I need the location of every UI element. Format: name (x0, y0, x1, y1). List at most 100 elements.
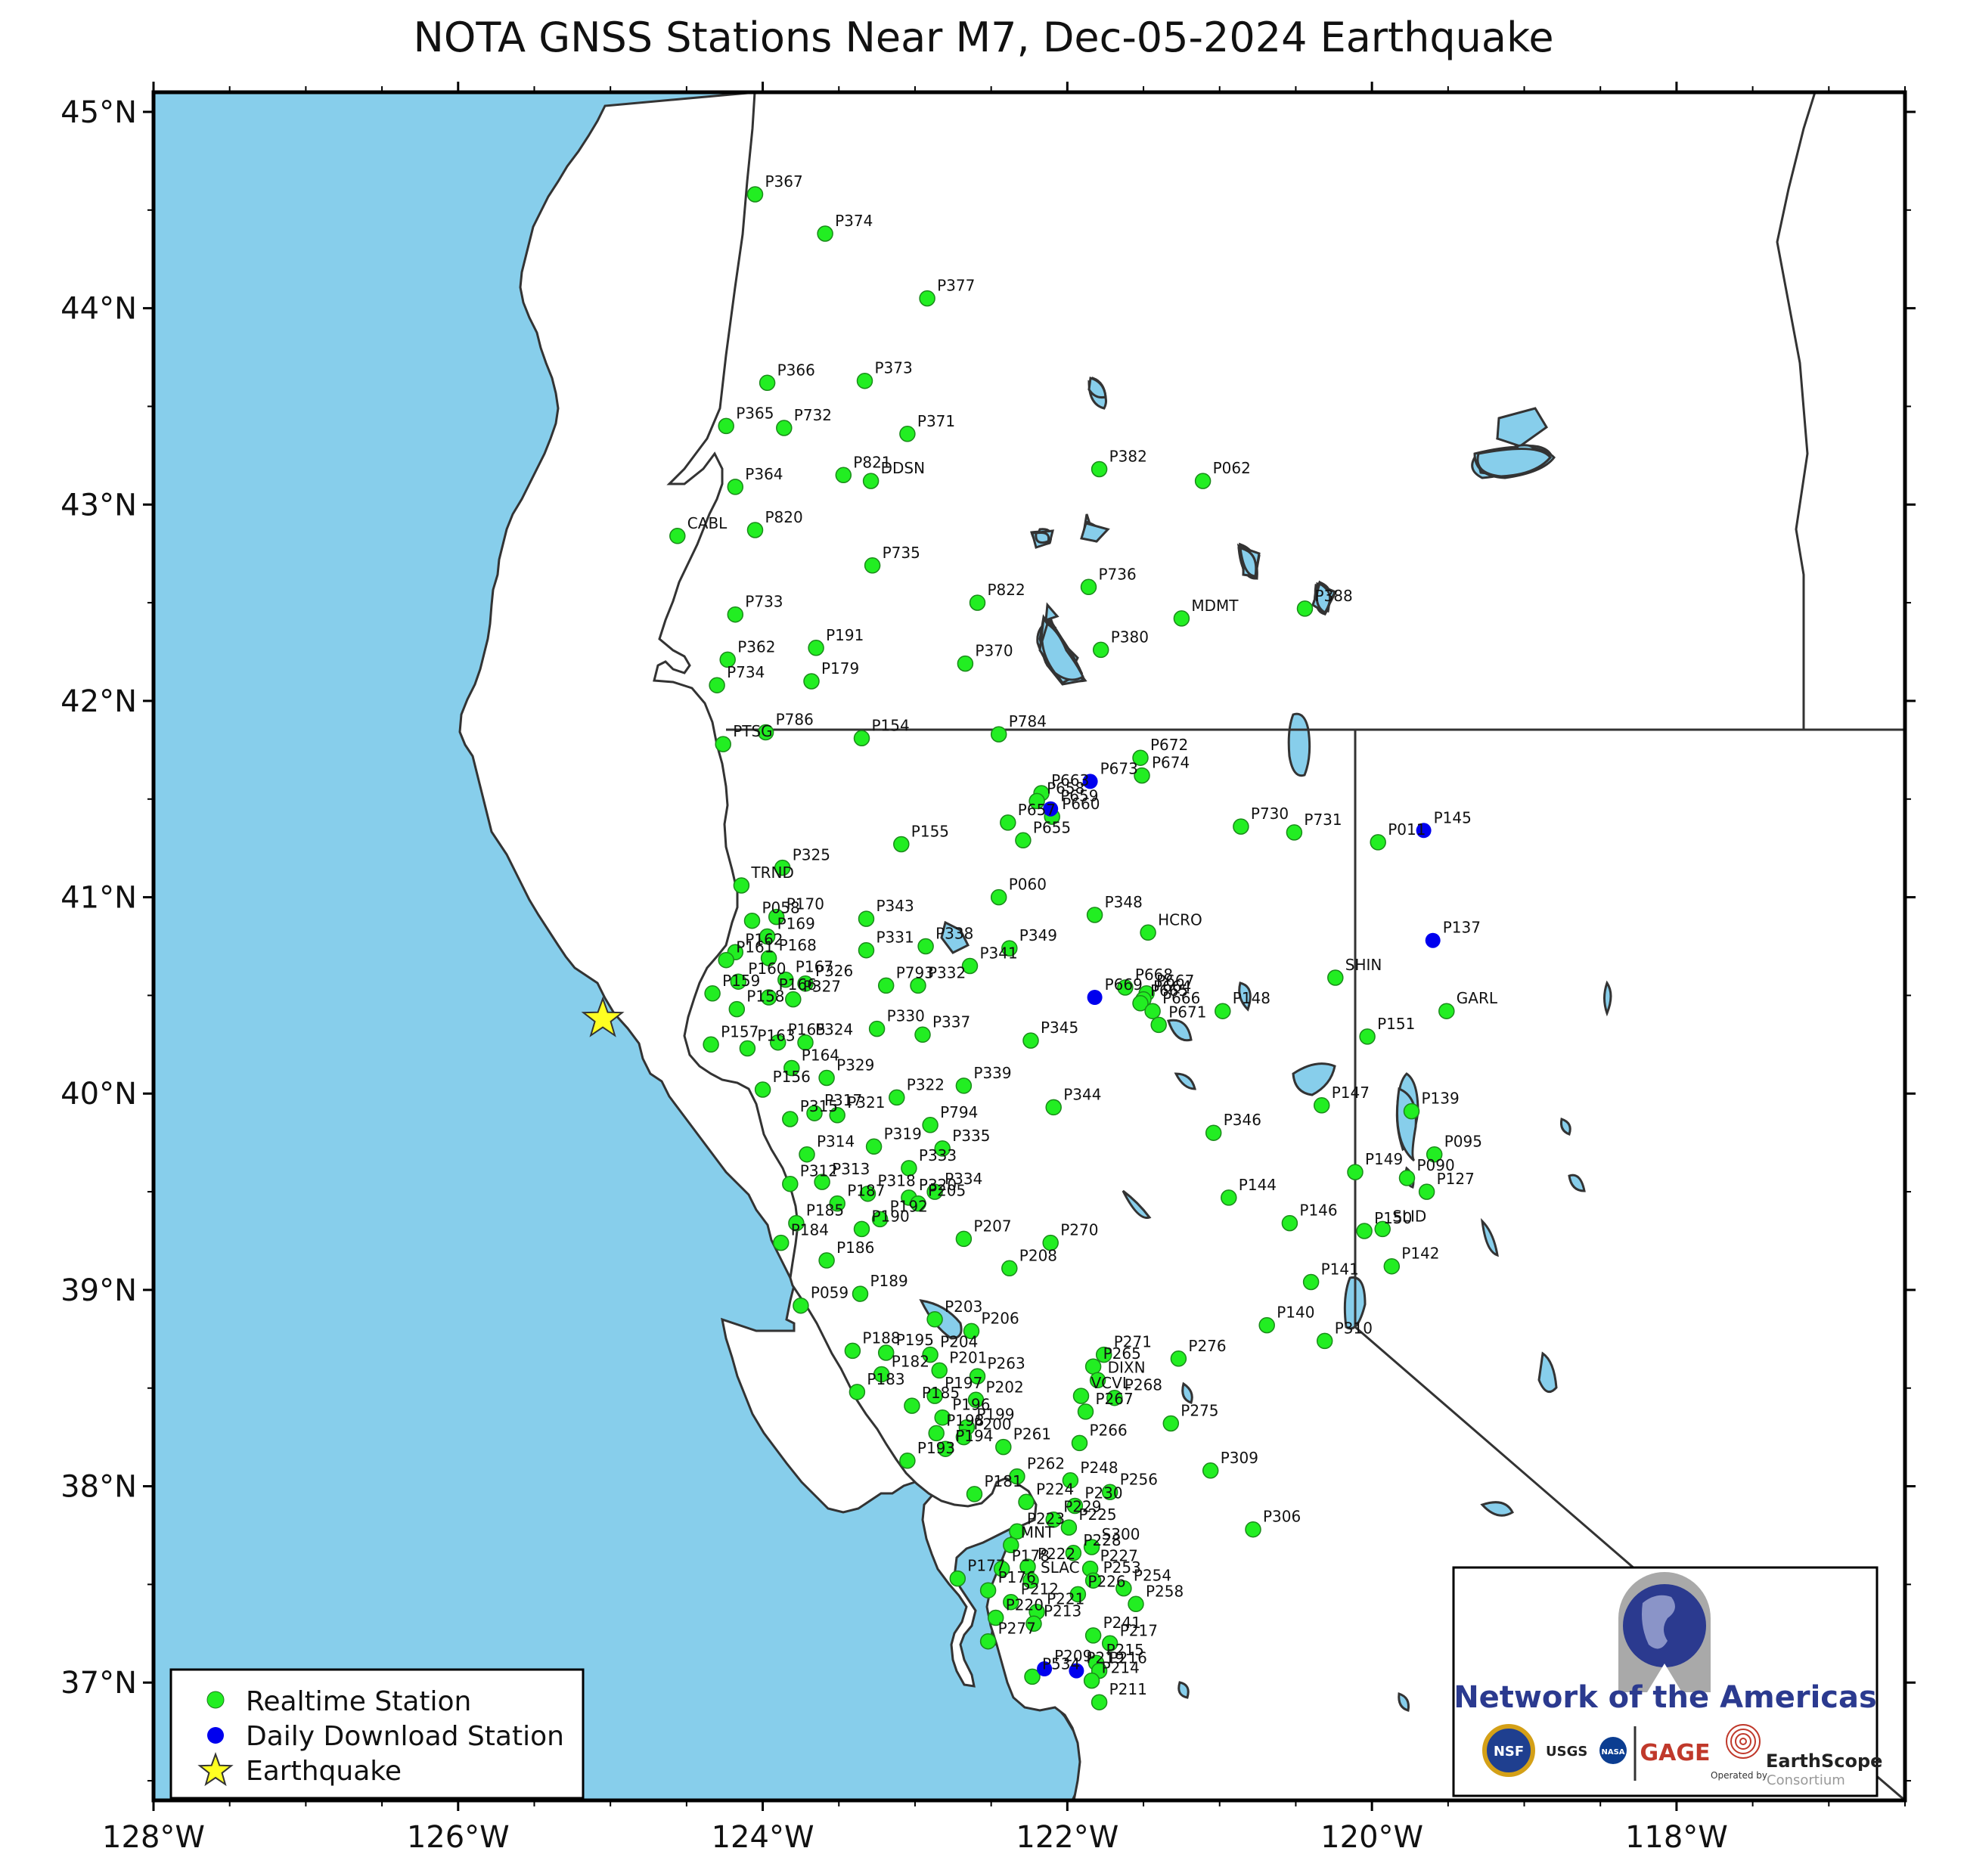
station-marker[interactable] (1221, 1189, 1237, 1206)
station-marker[interactable] (1082, 774, 1098, 789)
station-marker[interactable] (835, 467, 852, 484)
station-marker[interactable] (928, 1425, 945, 1442)
station-marker[interactable] (817, 225, 833, 242)
station-marker[interactable] (1087, 990, 1103, 1005)
station-marker[interactable] (1003, 1593, 1019, 1611)
station-marker[interactable] (1083, 1672, 1100, 1689)
station-marker[interactable] (1115, 1580, 1132, 1597)
station-marker[interactable] (757, 724, 774, 741)
station-marker[interactable] (949, 1570, 966, 1587)
station-marker[interactable] (759, 928, 776, 945)
station-marker[interactable] (926, 1311, 943, 1328)
station-marker[interactable] (865, 1138, 883, 1155)
station-marker[interactable] (760, 989, 777, 1006)
station-marker[interactable] (1150, 1016, 1167, 1034)
station-marker[interactable] (914, 1026, 931, 1043)
station-marker[interactable] (799, 1146, 815, 1163)
station-marker[interactable] (1205, 1124, 1222, 1141)
station-marker[interactable] (1092, 641, 1109, 659)
station-marker[interactable] (963, 1323, 980, 1340)
station-marker[interactable] (858, 910, 875, 927)
station-marker[interactable] (910, 1195, 926, 1212)
station-marker[interactable] (818, 1069, 835, 1087)
station-marker[interactable] (931, 1362, 948, 1379)
station-marker[interactable] (1101, 1635, 1118, 1652)
station-marker[interactable] (1302, 1273, 1320, 1291)
station-marker[interactable] (1370, 834, 1386, 851)
station-marker[interactable] (719, 651, 736, 668)
station-marker[interactable] (1258, 1316, 1275, 1334)
station-marker[interactable] (1359, 1028, 1376, 1045)
station-marker[interactable] (1025, 1615, 1042, 1633)
station-marker[interactable] (1426, 1146, 1443, 1163)
station-marker[interactable] (1202, 1462, 1219, 1479)
station-marker[interactable] (1215, 1003, 1231, 1019)
station-marker[interactable] (782, 1175, 799, 1192)
station-marker[interactable] (990, 888, 1007, 906)
station-marker[interactable] (727, 606, 744, 623)
station-marker[interactable] (844, 1342, 861, 1360)
station-marker[interactable] (1083, 1539, 1100, 1555)
station-marker[interactable] (858, 941, 875, 959)
station-marker[interactable] (1106, 1389, 1123, 1406)
station-marker[interactable] (776, 420, 793, 436)
station-marker[interactable] (1022, 1572, 1039, 1589)
station-marker[interactable] (1072, 1388, 1090, 1404)
station-marker[interactable] (760, 950, 777, 966)
station-marker[interactable] (727, 479, 744, 495)
station-marker[interactable] (987, 1609, 1004, 1626)
earthquake-marker[interactable] (581, 996, 625, 1037)
station-marker[interactable] (995, 1438, 1012, 1456)
station-marker[interactable] (1383, 1257, 1401, 1275)
station-marker[interactable] (967, 1391, 985, 1409)
station-marker[interactable] (1132, 749, 1149, 766)
station-marker[interactable] (777, 971, 794, 988)
station-marker[interactable] (718, 417, 734, 435)
station-marker[interactable] (782, 1111, 799, 1127)
station-marker[interactable] (1043, 801, 1059, 817)
station-marker[interactable] (877, 1344, 895, 1361)
station-marker[interactable] (783, 1059, 800, 1077)
station-marker[interactable] (1091, 1694, 1108, 1710)
station-marker[interactable] (859, 1185, 876, 1202)
station-marker[interactable] (922, 1346, 939, 1363)
station-marker[interactable] (769, 1034, 786, 1051)
station-marker[interactable] (808, 640, 824, 656)
station-marker[interactable] (759, 374, 776, 392)
station-marker[interactable] (785, 991, 802, 1008)
station-marker[interactable] (1398, 1170, 1416, 1186)
station-marker[interactable] (1438, 1003, 1455, 1019)
station-marker[interactable] (1347, 1164, 1364, 1180)
station-marker[interactable] (1084, 1572, 1102, 1589)
station-marker[interactable] (1140, 924, 1156, 941)
station-marker[interactable] (864, 557, 881, 574)
daily-stations[interactable] (1037, 774, 1441, 1679)
station-marker[interactable] (703, 1036, 719, 1053)
station-marker[interactable] (1128, 1595, 1144, 1613)
station-marker[interactable] (1086, 907, 1103, 923)
station-marker[interactable] (774, 859, 791, 876)
station-marker[interactable] (1071, 1434, 1088, 1452)
station-marker[interactable] (934, 1409, 951, 1426)
station-marker[interactable] (1001, 940, 1018, 957)
station-marker[interactable] (926, 1183, 943, 1200)
station-marker[interactable] (1313, 1097, 1330, 1114)
station-marker[interactable] (853, 1220, 870, 1238)
station-marker[interactable] (904, 1397, 920, 1414)
station-marker[interactable] (1028, 792, 1045, 810)
station-marker[interactable] (955, 1428, 973, 1446)
station-marker[interactable] (969, 1368, 986, 1385)
map-panel[interactable]: P367 P374 P377 P366 P373 P365 P732 P371 P821DDSN… (154, 92, 1905, 1800)
station-marker[interactable] (1374, 1220, 1391, 1238)
station-marker[interactable] (955, 1230, 973, 1248)
station-marker[interactable] (728, 1000, 746, 1018)
station-marker[interactable] (917, 938, 934, 955)
station-marker[interactable] (1286, 824, 1303, 841)
station-marker[interactable] (1060, 1519, 1078, 1536)
station-marker[interactable] (893, 836, 910, 853)
station-marker[interactable] (1009, 1468, 1025, 1485)
station-marker[interactable] (829, 1107, 845, 1124)
station-marker[interactable] (797, 1034, 814, 1051)
station-marker[interactable] (868, 1020, 886, 1037)
station-marker[interactable] (739, 1040, 756, 1057)
